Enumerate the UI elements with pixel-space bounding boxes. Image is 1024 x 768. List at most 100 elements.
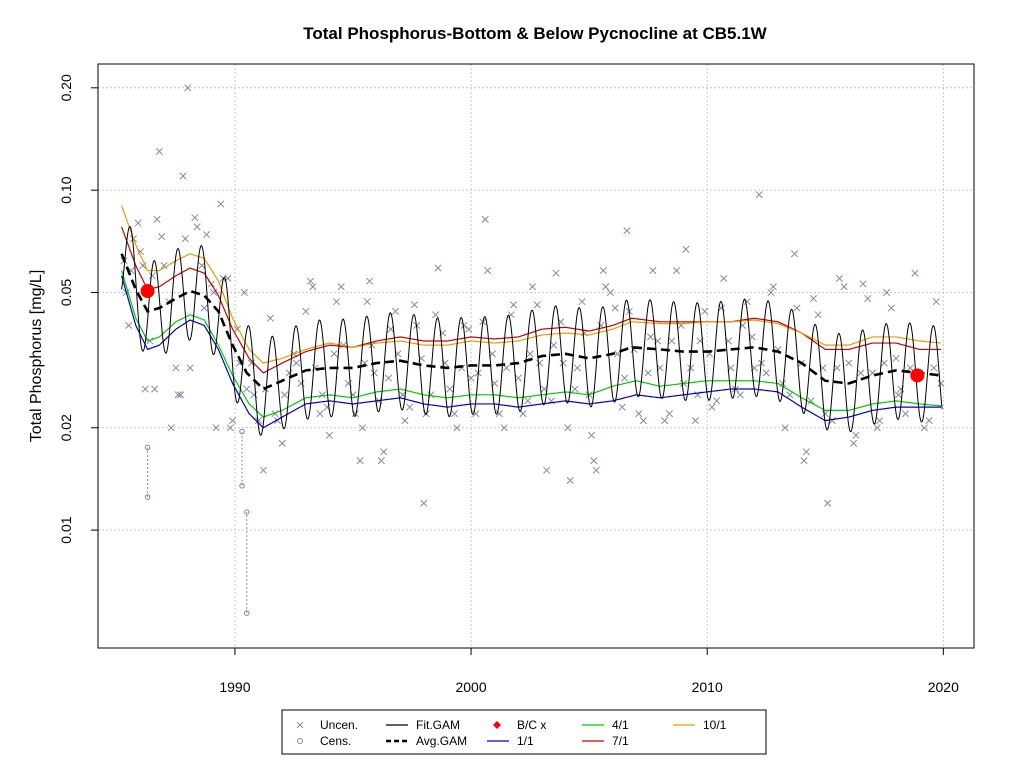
y-axis: 0.01 0.02 0.05 0.10 0.20 [58, 74, 98, 544]
y-tick-label: 0.10 [58, 176, 74, 203]
legend-item: 7/1 [582, 734, 629, 748]
uncensored-stroke [167, 424, 175, 432]
uncensored-point [177, 391, 185, 399]
uncensored-point [701, 307, 709, 315]
uncensored-stroke [514, 374, 522, 382]
uncensored-stroke [932, 298, 940, 306]
uncensored-point [911, 269, 919, 277]
legend-item: Avg.GAM [386, 734, 467, 748]
uncensored-stroke [543, 466, 551, 474]
uncensored-stroke [191, 214, 199, 222]
uncensored-stroke [280, 391, 289, 399]
uncensored-stroke [868, 369, 877, 377]
uncensored-stroke [510, 301, 518, 309]
uncensored-stroke [901, 410, 910, 418]
uncensored-point [217, 200, 225, 208]
uncensored-point [191, 214, 199, 222]
uncensored-point [332, 298, 341, 306]
uncensored-point [930, 364, 938, 372]
uncensored-stroke [217, 200, 225, 208]
uncensored-point [682, 245, 690, 253]
uncensored-stroke [450, 410, 459, 418]
uncensored-stroke [590, 457, 598, 465]
uncensored-point [370, 369, 378, 377]
uncensored-point [337, 283, 345, 291]
uncensored-stroke [259, 466, 267, 474]
uncensored-point [330, 350, 338, 358]
uncensored-point [285, 369, 293, 377]
uncensored-stroke [599, 267, 607, 275]
uncensored-stroke [790, 250, 799, 258]
uncensored-stroke [930, 364, 938, 372]
uncensored-point [302, 307, 310, 315]
uncensored-stroke [833, 364, 841, 372]
uncensored-point [450, 410, 459, 418]
avg-gam-line [120, 253, 942, 391]
uncensored-stroke [384, 374, 392, 382]
uncensored-stroke [781, 424, 789, 432]
uncensored-stroke [665, 410, 673, 418]
uncensored-stroke [717, 304, 725, 312]
uncensored-stroke [365, 277, 374, 285]
uncensored-stroke [332, 298, 341, 306]
uncensored-stroke [920, 424, 928, 432]
uncensored-stroke [845, 359, 853, 367]
uncensored-stroke [370, 369, 378, 377]
uncensored-point [193, 223, 201, 231]
uncensored-point [611, 304, 619, 312]
uncensored-point [306, 277, 315, 285]
censored-point [243, 610, 250, 616]
uncensored-stroke [186, 364, 194, 372]
uncensored-point [384, 374, 392, 382]
uncensored-stroke [857, 369, 865, 377]
x-tick-label: 2010 [692, 679, 723, 695]
uncensored-point [599, 267, 607, 275]
uncensored-stroke [458, 364, 466, 372]
uncensored-stroke [153, 215, 161, 224]
uncensored-stroke [519, 410, 527, 418]
legend-label: Uncen. [320, 718, 358, 732]
uncensored-point [937, 379, 945, 388]
uncensored-point [691, 417, 699, 425]
uncensored-point [708, 403, 716, 411]
uncensored-point [755, 191, 763, 199]
uncensored-stroke [762, 369, 770, 377]
uncensored-point [255, 417, 263, 425]
uncensored-point [533, 301, 541, 309]
uncensored-stroke [720, 274, 728, 282]
uncensored-point [767, 288, 775, 297]
uncensored-point [380, 448, 388, 456]
uncensored-point [453, 424, 461, 432]
censored-point [144, 444, 151, 451]
uncensored-point [786, 391, 794, 399]
uncensored-point [155, 147, 163, 155]
uncensored-stroke [472, 410, 480, 418]
uncensored-point [894, 391, 902, 399]
uncensored-point [602, 283, 610, 291]
uncensored-point [713, 397, 721, 405]
x-tick-label: 2000 [455, 679, 486, 695]
uncensored-stroke [925, 417, 933, 425]
uncensored-point [148, 272, 156, 280]
uncensored-point [243, 385, 251, 393]
uncensored-stroke [136, 247, 145, 256]
uncensored-point [229, 417, 237, 425]
uncensored-point [151, 385, 159, 393]
uncensored-stroke [203, 231, 211, 239]
uncensored-stroke [802, 448, 810, 456]
uncensored-point [500, 424, 508, 432]
uncensored-point [613, 350, 622, 358]
uncensored-stroke [524, 397, 532, 405]
uncensored-point [559, 359, 567, 367]
plot-content [120, 84, 945, 616]
uncensored-point [318, 391, 326, 399]
uncensored-stroke [708, 403, 716, 411]
uncensored-stroke [181, 235, 189, 243]
legend-label: 4/1 [612, 718, 629, 732]
uncensored-point [720, 274, 728, 282]
uncensored-point [200, 304, 208, 312]
uncensored-point [316, 410, 324, 418]
uncensored-stroke [606, 288, 614, 297]
uncensored-stroke [835, 274, 843, 282]
uncensored-stroke [755, 191, 763, 199]
